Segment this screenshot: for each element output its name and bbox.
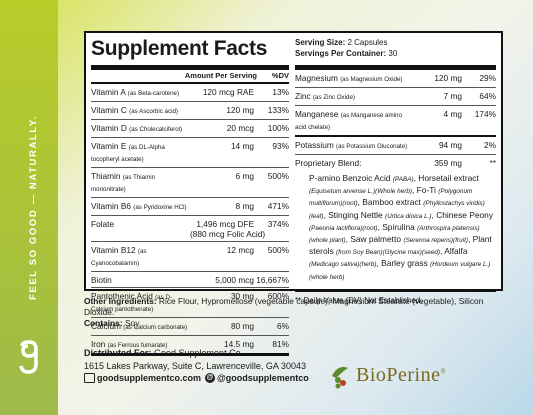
bioperine-logo: BioPerine® xyxy=(326,362,506,390)
right-column: Serving Size: 2 Capsules Servings Per Co… xyxy=(295,37,496,306)
left-column: Supplement Facts Amount Per Serving %DV … xyxy=(91,37,289,356)
distributor-info: Distributed For: Good Supplement Co. 161… xyxy=(84,347,384,385)
servings-per-container: Servings Per Container: 30 xyxy=(295,49,398,58)
amount-header: Amount Per Serving xyxy=(184,71,257,80)
nutrient-row: Calcium (as Calcium carbonate) 80 mg 6% xyxy=(91,318,289,336)
nutrient-row: Vitamin A (as Beta-carotene) 120 mcg RAE 1… xyxy=(91,84,289,102)
nutrient-row: Biotin 5,000 mcg 16,667% xyxy=(91,272,289,288)
divider xyxy=(295,65,496,70)
peppercorn-icon xyxy=(332,367,348,389)
contact-line: goodsupplementco.com @ @goodsupplementco xyxy=(84,372,384,385)
nutrient-row: Thiamin (as Thiamin mononitrate) 6 mg 500% xyxy=(91,168,289,198)
column-header: Amount Per Serving %DV xyxy=(91,70,289,84)
nutrient-list: Vitamin A (as Beta-carotene) 120 mcg RAE 1… xyxy=(91,84,289,356)
monitor-icon xyxy=(84,373,95,384)
supplement-facts-panel: Supplement Facts Amount Per Serving %DV … xyxy=(84,31,503,356)
website-link[interactable]: goodsupplementco.com xyxy=(97,373,202,383)
side-tagline: FEEL SO GOOD — NATURALLY. xyxy=(28,115,39,300)
nutrient-row: Vitamin C (as Ascorbic acid) 120 mg 133% xyxy=(91,102,289,120)
panel-title: Supplement Facts xyxy=(91,37,268,60)
mineral-list: Magnesium (as Magnesium Oxide) 120 mg 29% Z… xyxy=(295,70,496,155)
brand-logo-icon xyxy=(14,340,44,376)
other-ingredients: Other Ingredients: Rice Flour, Hypromell… xyxy=(84,296,484,328)
proprietary-blend-ingredients: P-amino Benzoic Acid (PABA), Horsetail e… xyxy=(309,173,494,281)
nutrient-row: Zinc (as Zinc Oxide) 7 mg 64% xyxy=(295,88,496,106)
address: 1615 Lakes Parkway, Suite C, Lawrencevil… xyxy=(84,360,306,371)
footnote: ** Daily Value (DV) Not Established. xyxy=(295,288,496,306)
divider xyxy=(91,65,289,70)
nutrient-row: Vitamin B12 (as Cyanocobalamin) 12 mcg 500… xyxy=(91,242,289,272)
company-name: Good Supplement Co. xyxy=(154,348,244,358)
nutrient-row: Vitamin E (as DL-Alpha tocopheryl acetat… xyxy=(91,138,289,168)
social-handle[interactable]: @goodsupplementco xyxy=(217,373,309,383)
at-sign-icon: @ xyxy=(205,373,216,384)
nutrient-row: Vitamin D (as Cholecalciferol) 20 mcg 100% xyxy=(91,120,289,138)
nutrient-row: Vitamin B6 (as Pyridoxine HCl) 8 mg 471% xyxy=(91,198,289,216)
nutrient-row: Manganese (as Manganese amino acid chela… xyxy=(295,106,496,137)
proprietary-blend-row: Proprietary Blend: 359 mg ** xyxy=(295,157,496,168)
nutrient-row: Pantothenic Acid (as D-Calcium pantothen… xyxy=(91,288,289,318)
side-strip: FEEL SO GOOD — NATURALLY. xyxy=(0,0,58,415)
nutrient-row: Iron (as Ferrous fumarate) 14.5 mg 81% xyxy=(91,336,289,356)
dv-header: %DV xyxy=(271,71,289,80)
bioperine-name: BioPerine xyxy=(356,364,441,386)
nutrient-row: Magnesium (as Magnesium Oxide) 120 mg 29% xyxy=(295,70,496,88)
nutrient-row: Folate 1,496 mcg DFE (880 mcg Folic Acid) 3… xyxy=(91,216,289,242)
nutrient-row: Potassium (as Potassium Gluconate) 94 mg 2… xyxy=(295,137,496,155)
serving-size: Serving Size: 2 Capsules xyxy=(295,38,388,47)
